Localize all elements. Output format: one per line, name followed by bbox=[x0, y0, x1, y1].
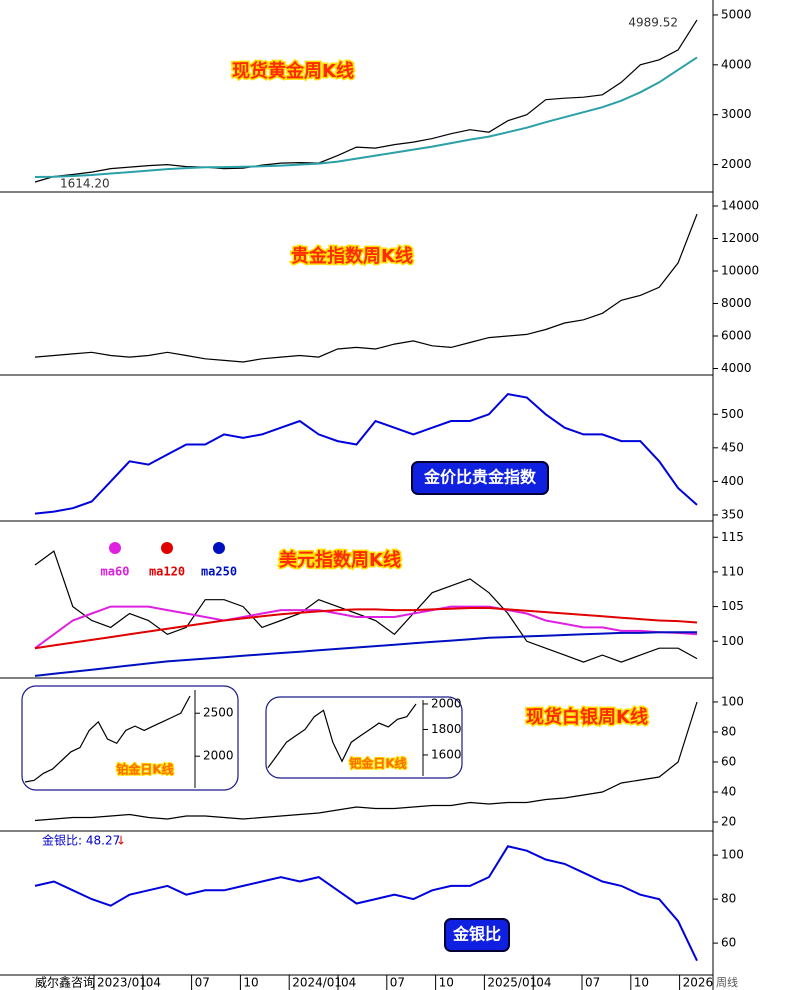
inset-frame bbox=[265, 696, 463, 779]
y-tick-label: 3000 bbox=[721, 107, 752, 121]
y-tick-label: 2000 bbox=[721, 157, 752, 171]
x-tick-label: 2025/01 bbox=[487, 976, 537, 990]
title-box bbox=[411, 461, 549, 495]
legend-marker bbox=[109, 542, 121, 554]
y-tick-label: 115 bbox=[721, 530, 744, 544]
y-tick-label: 450 bbox=[721, 440, 744, 454]
y-tick-label: 5000 bbox=[721, 7, 752, 21]
chart-title: 现货白银周K线 bbox=[526, 706, 648, 728]
x-tick-label: 07 bbox=[195, 976, 210, 990]
series-line bbox=[34, 631, 697, 677]
y-tick-label: 20 bbox=[721, 814, 736, 828]
legend-label: ma250 bbox=[201, 565, 237, 579]
y-tick-label: 12000 bbox=[721, 231, 759, 245]
series-line bbox=[34, 393, 698, 515]
chart-title: 铂金日K线 bbox=[116, 762, 173, 777]
x-tick-label: 04 bbox=[146, 976, 161, 990]
annotation: 1614.20 bbox=[60, 177, 110, 191]
y-tick-label: 80 bbox=[721, 892, 736, 906]
series-line bbox=[34, 845, 698, 962]
y-tick-label: 100 bbox=[721, 848, 744, 862]
y-tick-label: 100 bbox=[721, 634, 744, 648]
annotation-arrow: ↓ bbox=[116, 834, 126, 848]
y-tick-label: 4000 bbox=[721, 57, 752, 71]
y-tick-label: 60 bbox=[721, 936, 736, 950]
legend-label: ma60 bbox=[101, 565, 130, 579]
chart-title: 现货黄金周K线 bbox=[232, 60, 354, 82]
chart-title: 金价比贵金指数 bbox=[423, 468, 537, 487]
series-line bbox=[34, 213, 698, 363]
chart-title: 钯金日K线 bbox=[348, 756, 406, 771]
series-line bbox=[34, 701, 698, 822]
legend-label: ma120 bbox=[149, 565, 185, 579]
legend-marker bbox=[161, 542, 173, 554]
inset-frame bbox=[21, 685, 239, 791]
title-box bbox=[444, 918, 510, 952]
y-tick-label: 2000 bbox=[431, 696, 462, 710]
x-tick-label: 2026 bbox=[683, 976, 714, 990]
y-tick-label: 105 bbox=[721, 599, 744, 613]
y-tick-label: 400 bbox=[721, 474, 744, 488]
y-tick-label: 4000 bbox=[721, 361, 752, 375]
x-tick-label: 2024/01 bbox=[292, 976, 342, 990]
y-tick-label: 80 bbox=[721, 724, 736, 738]
legend-marker bbox=[213, 542, 225, 554]
x-tick-label: 10 bbox=[634, 976, 649, 990]
y-tick-label: 60 bbox=[721, 754, 736, 768]
y-tick-label: 110 bbox=[721, 564, 744, 578]
y-tick-label: 40 bbox=[721, 784, 736, 798]
x-tick-label: 07 bbox=[390, 976, 405, 990]
annotation: 4989.52 bbox=[628, 16, 678, 30]
y-tick-label: 14000 bbox=[721, 199, 759, 213]
y-tick-label: 1800 bbox=[431, 722, 462, 736]
series-line bbox=[34, 56, 698, 178]
x-tick-label: 04 bbox=[536, 976, 551, 990]
x-tick-label: 07 bbox=[585, 976, 600, 990]
series-line bbox=[34, 607, 698, 650]
series-line bbox=[267, 703, 417, 769]
x-tick-label: 10 bbox=[439, 976, 454, 990]
y-tick-label: 2000 bbox=[203, 749, 234, 763]
y-tick-label: 6000 bbox=[721, 329, 752, 343]
y-tick-label: 8000 bbox=[721, 296, 752, 310]
y-tick-label: 1600 bbox=[431, 747, 462, 761]
series-line bbox=[24, 695, 191, 783]
x-tick-label: 04 bbox=[341, 976, 356, 990]
y-tick-label: 350 bbox=[721, 507, 744, 521]
y-tick-label: 2500 bbox=[203, 706, 234, 720]
y-tick-label: 10000 bbox=[721, 264, 759, 278]
annotation: 金银比: 48.27 bbox=[42, 833, 120, 848]
chart-title: 贵金指数周K线 bbox=[291, 245, 413, 267]
series-line bbox=[34, 19, 698, 183]
x-tick-label: 10 bbox=[243, 976, 258, 990]
x-unit: 周线 bbox=[716, 975, 738, 989]
footer: 威尔鑫咨询 bbox=[35, 975, 95, 990]
chart-title: 金银比 bbox=[452, 925, 501, 944]
y-tick-label: 500 bbox=[721, 407, 744, 421]
chart-title: 美元指数周K线 bbox=[279, 549, 401, 571]
x-tick-label: 2023/01 bbox=[97, 976, 147, 990]
series-line bbox=[34, 605, 698, 650]
y-tick-label: 100 bbox=[721, 694, 744, 708]
